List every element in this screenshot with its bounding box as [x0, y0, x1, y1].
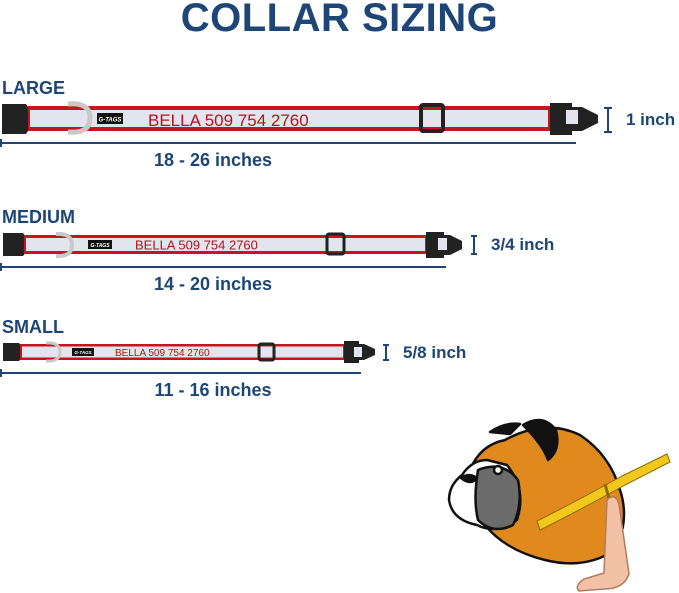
length-large: 18 - 26 inches [153, 150, 273, 170]
size-label-large: LARGE [2, 78, 65, 98]
length-line-large [0, 139, 576, 147]
width-medium: 3/4 inch [491, 235, 555, 254]
d-ring-large [67, 101, 93, 135]
engraving-large: BELLA 509 754 2760 [148, 111, 309, 130]
brand-tag-text: G-TAGS [99, 118, 122, 124]
length-medium: 14 - 20 inches [153, 274, 273, 294]
slider-large [419, 103, 445, 133]
boxer-dog-illustration [447, 418, 626, 565]
svg-text:G-TAGS: G-TAGS [74, 350, 91, 355]
size-label-medium: MEDIUM [2, 207, 75, 227]
collar-medium: G-TAGS BELLA 509 754 2760 [0, 231, 477, 271]
page-title: COLLAR SIZING [180, 0, 499, 40]
svg-text:G-TAGS: G-TAGS [90, 243, 110, 249]
engraving-medium: BELLA 509 754 2760 [135, 238, 258, 253]
size-label-small: SMALL [2, 317, 64, 337]
hand-illustration [576, 496, 630, 592]
length-small: 11 - 16 inches [154, 380, 272, 400]
buckle-left-large [2, 104, 30, 134]
brand-tag-large [97, 113, 123, 124]
collar-large: G-TAGS BELLA 509 754 2760 [0, 101, 612, 147]
width-small: 5/8 inch [403, 343, 467, 362]
width-large: 1 inch [626, 110, 676, 129]
width-bracket-large [604, 107, 612, 133]
engraving-small: BELLA 509 754 2760 [115, 348, 210, 359]
collar-small: G-TAGS BELLA 509 754 2760 [0, 341, 389, 377]
